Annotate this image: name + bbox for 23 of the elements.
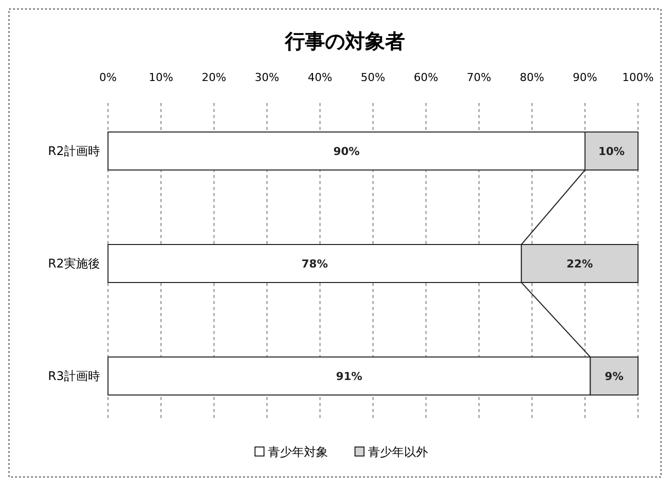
- data-label: 22%: [566, 258, 593, 270]
- y-tick-label: R2実施後: [48, 256, 100, 270]
- x-tick-label: 20%: [202, 71, 226, 84]
- legend-label: 青少年対象: [268, 445, 328, 459]
- data-label: 9%: [604, 370, 624, 383]
- chart-title: 行事の対象者: [284, 29, 405, 53]
- x-tick-label: 40%: [308, 71, 332, 84]
- x-tick-label: 100%: [622, 71, 654, 84]
- data-label: 90%: [333, 145, 360, 158]
- x-tick-label: 30%: [254, 71, 280, 84]
- x-tick-label: 90%: [572, 71, 598, 84]
- x-tick-label: 70%: [466, 71, 492, 84]
- data-label: 10%: [598, 145, 625, 158]
- x-tick-label: 10%: [148, 71, 174, 84]
- x-tick-label: 0%: [99, 71, 117, 84]
- data-label: 78%: [302, 258, 328, 270]
- y-tick-label: R3計画時: [48, 369, 100, 383]
- x-tick-label: 80%: [520, 71, 544, 84]
- x-tick-label: 60%: [414, 71, 438, 84]
- data-label: 91%: [336, 370, 362, 383]
- y-tick-label: R2計画時: [48, 144, 100, 158]
- legend-label: 青少年以外: [368, 445, 428, 459]
- x-tick-label: 50%: [360, 71, 386, 84]
